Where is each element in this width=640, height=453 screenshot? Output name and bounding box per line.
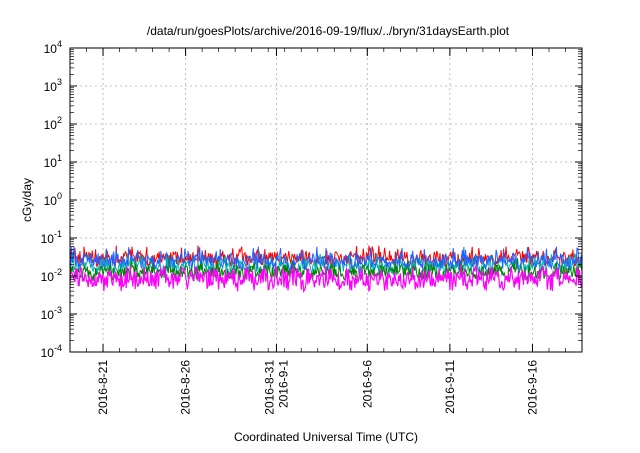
- x-tick-label: 2016-9-6: [360, 360, 374, 408]
- x-tick-label: 2016-9-11: [443, 360, 457, 414]
- y-tick-base: 10: [44, 156, 58, 170]
- y-tick-exponent: 0: [57, 191, 62, 201]
- y-tick-base: 10: [41, 308, 55, 322]
- y-tick-exponent: -3: [54, 305, 62, 315]
- y-tick-base: 10: [41, 232, 55, 246]
- y-tick-label: 10-2: [41, 267, 62, 284]
- y-tick-label: 101: [44, 153, 62, 170]
- y-tick-exponent: 2: [57, 115, 62, 125]
- y-tick-exponent: -2: [54, 267, 62, 277]
- x-tick-label: 2016-9-16: [525, 360, 539, 415]
- y-tick-label: 103: [44, 77, 62, 94]
- y-tick-label: 104: [44, 39, 62, 56]
- y-tick-exponent: -1: [54, 229, 62, 239]
- y-tick-exponent: 4: [57, 39, 62, 49]
- y-tick-base: 10: [41, 270, 55, 284]
- y-tick-base: 10: [44, 194, 58, 208]
- y-tick-base: 10: [41, 346, 55, 360]
- series-line: [69, 258, 583, 282]
- y-tick-label: 10-4: [41, 343, 62, 360]
- series-line: [69, 264, 583, 293]
- y-tick-base: 10: [44, 80, 58, 94]
- y-tick-exponent: 3: [57, 77, 62, 87]
- x-tick-label: 2016-8-26: [179, 360, 193, 415]
- y-tick-base: 10: [44, 118, 58, 132]
- y-tick-base: 10: [44, 42, 58, 56]
- y-tick-label: 10-3: [41, 305, 62, 322]
- grid: [70, 48, 582, 352]
- series-line: [69, 246, 583, 271]
- x-tick-label: 2016-8-31: [262, 360, 276, 415]
- y-tick-label: 100: [44, 191, 62, 208]
- x-axis: 2016-8-21 2016-8-26 2016-8-31 2016-9-1 2016-…: [69, 48, 583, 415]
- y-tick-exponent: 1: [57, 153, 62, 163]
- chart-title: /data/run/goesPlots/archive/2016-09-19/f…: [147, 24, 510, 38]
- y-tick-exponent: -4: [54, 343, 62, 353]
- y-axis-label: cGy/day: [20, 178, 34, 222]
- x-tick-label: 2016-8-21: [96, 360, 110, 415]
- x-axis-label: Coordinated Universal Time (UTC): [234, 430, 418, 444]
- series-layer: [69, 245, 583, 293]
- y-tick-label: 102: [44, 115, 62, 132]
- series-line: [69, 245, 583, 269]
- x-tick-label: 2016-9-1: [276, 360, 290, 408]
- y-tick-label: 10-1: [41, 229, 62, 246]
